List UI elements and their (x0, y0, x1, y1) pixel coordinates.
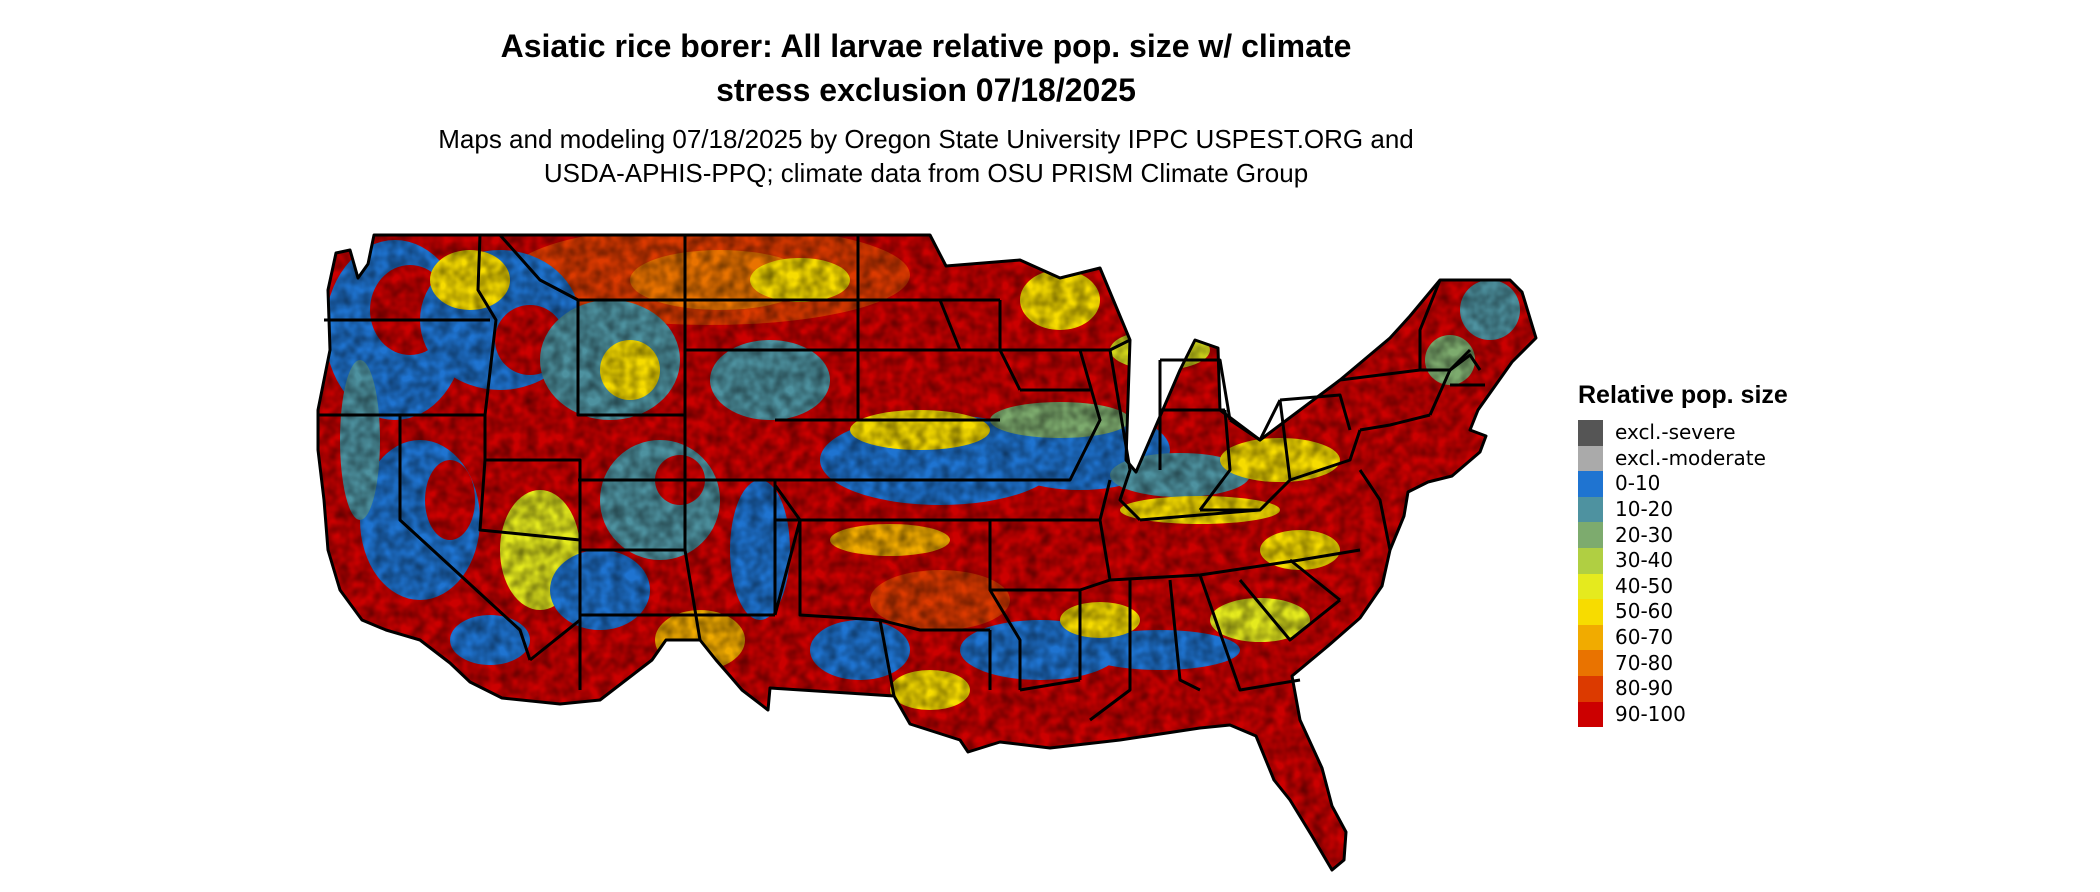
legend-label: 30-40 (1615, 548, 1674, 573)
legend-swatch (1578, 445, 1603, 472)
legend-swatch (1578, 522, 1603, 548)
legend-item: 20-30 (1578, 522, 1788, 548)
title-line-2: stress exclusion 07/18/2025 (716, 72, 1136, 108)
legend-item: 70-80 (1578, 650, 1788, 676)
legend-swatch (1578, 496, 1603, 523)
legend-item: excl.-moderate (1578, 445, 1788, 472)
legend-item: 50-60 (1578, 599, 1788, 625)
legend-label: 90-100 (1615, 701, 1686, 726)
legend-item: 10-20 (1578, 496, 1788, 523)
legend-label: 50-60 (1615, 599, 1674, 624)
legend-item: 30-40 (1578, 547, 1788, 574)
legend-swatch (1578, 471, 1603, 497)
legend-label: 0-10 (1615, 471, 1661, 496)
legend-item: 80-90 (1578, 675, 1788, 702)
legend-label: 20-30 (1615, 522, 1674, 547)
title-line-1: Asiatic rice borer: All larvae relative … (500, 28, 1352, 64)
legend: Relative pop. size excl.-severe excl.-mod… (1578, 380, 1788, 728)
legend-swatch (1578, 599, 1603, 625)
legend-label: 70-80 (1615, 650, 1674, 675)
map-subtitle: Maps and modeling 07/18/2025 by Oregon S… (0, 122, 1852, 190)
legend-label: 60-70 (1615, 625, 1674, 650)
legend-swatch (1578, 701, 1603, 728)
legend-items: excl.-severe excl.-moderate 0-10 10-20 20-30… (1578, 420, 1788, 728)
map-title: Asiatic rice borer: All larvae relative … (0, 24, 1852, 112)
legend-swatch (1578, 650, 1603, 676)
legend-item: 40-50 (1578, 573, 1788, 600)
legend-item: 0-10 (1578, 471, 1788, 497)
legend-label: excl.-moderate (1615, 445, 1766, 470)
us-population-map (316, 233, 1538, 872)
legend-item: excl.-severe (1578, 420, 1788, 446)
legend-label: excl.-severe (1615, 420, 1736, 445)
subtitle-line-1: Maps and modeling 07/18/2025 by Oregon S… (438, 124, 1414, 154)
legend-label: 10-20 (1615, 497, 1674, 522)
state-borders (316, 233, 1538, 872)
legend-swatch (1578, 573, 1603, 600)
legend-title: Relative pop. size (1578, 381, 1788, 409)
legend-item: 60-70 (1578, 624, 1788, 651)
legend-item: 90-100 (1578, 701, 1788, 728)
legend-swatch (1578, 675, 1603, 702)
legend-swatch (1578, 624, 1603, 651)
legend-swatch (1578, 547, 1603, 574)
legend-swatch (1578, 420, 1603, 446)
legend-label: 80-90 (1615, 676, 1674, 701)
subtitle-line-2: USDA-APHIS-PPQ; climate data from OSU PR… (543, 158, 1309, 188)
legend-label: 40-50 (1615, 573, 1674, 598)
